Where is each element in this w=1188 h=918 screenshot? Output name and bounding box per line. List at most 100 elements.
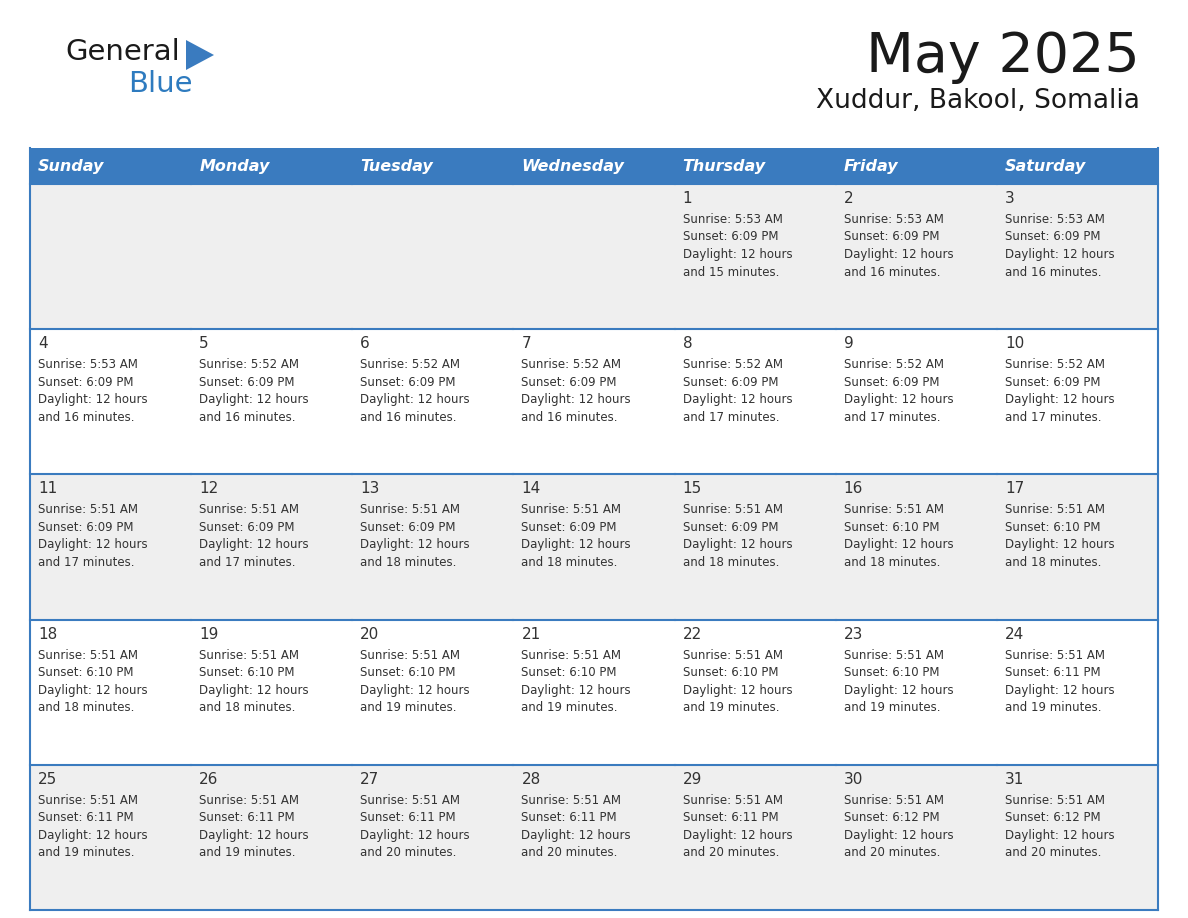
Text: Daylight: 12 hours: Daylight: 12 hours: [38, 829, 147, 842]
Text: Daylight: 12 hours: Daylight: 12 hours: [522, 829, 631, 842]
Text: Sunset: 6:09 PM: Sunset: 6:09 PM: [200, 521, 295, 534]
Text: 16: 16: [843, 481, 864, 497]
Text: 22: 22: [683, 627, 702, 642]
Text: Sunrise: 5:51 AM: Sunrise: 5:51 AM: [200, 649, 299, 662]
Text: and 20 minutes.: and 20 minutes.: [360, 846, 456, 859]
Text: and 20 minutes.: and 20 minutes.: [1005, 846, 1101, 859]
Text: Sunset: 6:09 PM: Sunset: 6:09 PM: [1005, 230, 1100, 243]
Text: Daylight: 12 hours: Daylight: 12 hours: [38, 684, 147, 697]
Bar: [835, 184, 997, 330]
Text: Sunset: 6:09 PM: Sunset: 6:09 PM: [683, 521, 778, 534]
Text: and 17 minutes.: and 17 minutes.: [843, 410, 940, 424]
Bar: [835, 620, 997, 765]
Bar: [513, 184, 675, 330]
Text: Sunset: 6:11 PM: Sunset: 6:11 PM: [38, 812, 134, 824]
Text: 3: 3: [1005, 191, 1015, 206]
Text: Thursday: Thursday: [683, 159, 766, 174]
Text: and 16 minutes.: and 16 minutes.: [522, 410, 618, 424]
Bar: [30, 765, 191, 910]
Text: Sunset: 6:09 PM: Sunset: 6:09 PM: [38, 375, 133, 388]
Text: 14: 14: [522, 481, 541, 497]
Text: and 20 minutes.: and 20 minutes.: [522, 846, 618, 859]
Text: Daylight: 12 hours: Daylight: 12 hours: [683, 393, 792, 406]
Text: Sunrise: 5:51 AM: Sunrise: 5:51 AM: [200, 794, 299, 807]
Text: and 16 minutes.: and 16 minutes.: [843, 265, 940, 278]
Text: Daylight: 12 hours: Daylight: 12 hours: [1005, 829, 1114, 842]
Text: 8: 8: [683, 336, 693, 352]
Text: Sunrise: 5:53 AM: Sunrise: 5:53 AM: [38, 358, 138, 371]
Text: 15: 15: [683, 481, 702, 497]
Text: Sunrise: 5:51 AM: Sunrise: 5:51 AM: [38, 649, 138, 662]
Bar: [997, 184, 1158, 330]
Text: Sunset: 6:09 PM: Sunset: 6:09 PM: [683, 375, 778, 388]
Text: Sunset: 6:09 PM: Sunset: 6:09 PM: [843, 375, 940, 388]
Bar: [675, 330, 835, 475]
Text: Daylight: 12 hours: Daylight: 12 hours: [360, 684, 470, 697]
Text: Sunrise: 5:51 AM: Sunrise: 5:51 AM: [1005, 649, 1105, 662]
Text: Sunrise: 5:51 AM: Sunrise: 5:51 AM: [1005, 503, 1105, 517]
Text: Sunrise: 5:52 AM: Sunrise: 5:52 AM: [200, 358, 299, 371]
Bar: [513, 148, 675, 184]
Text: Sunrise: 5:51 AM: Sunrise: 5:51 AM: [843, 649, 943, 662]
Text: Sunrise: 5:51 AM: Sunrise: 5:51 AM: [683, 503, 783, 517]
Text: Sunrise: 5:52 AM: Sunrise: 5:52 AM: [522, 358, 621, 371]
Text: 5: 5: [200, 336, 209, 352]
Text: Daylight: 12 hours: Daylight: 12 hours: [683, 538, 792, 552]
Text: 25: 25: [38, 772, 57, 787]
Text: 19: 19: [200, 627, 219, 642]
Text: Sunrise: 5:51 AM: Sunrise: 5:51 AM: [522, 794, 621, 807]
Text: Daylight: 12 hours: Daylight: 12 hours: [683, 829, 792, 842]
Text: Sunrise: 5:51 AM: Sunrise: 5:51 AM: [843, 794, 943, 807]
Polygon shape: [187, 40, 214, 70]
Text: Daylight: 12 hours: Daylight: 12 hours: [843, 684, 954, 697]
Text: and 20 minutes.: and 20 minutes.: [683, 846, 779, 859]
Text: Sunset: 6:12 PM: Sunset: 6:12 PM: [843, 812, 940, 824]
Text: Sunset: 6:10 PM: Sunset: 6:10 PM: [843, 666, 940, 679]
Text: Sunrise: 5:53 AM: Sunrise: 5:53 AM: [683, 213, 783, 226]
Text: Sunset: 6:10 PM: Sunset: 6:10 PM: [360, 666, 456, 679]
Text: Sunset: 6:09 PM: Sunset: 6:09 PM: [683, 230, 778, 243]
Text: 17: 17: [1005, 481, 1024, 497]
Text: Daylight: 12 hours: Daylight: 12 hours: [38, 393, 147, 406]
Bar: [353, 475, 513, 620]
Text: Daylight: 12 hours: Daylight: 12 hours: [1005, 684, 1114, 697]
Text: Daylight: 12 hours: Daylight: 12 hours: [522, 393, 631, 406]
Text: 21: 21: [522, 627, 541, 642]
Text: 28: 28: [522, 772, 541, 787]
Bar: [835, 475, 997, 620]
Bar: [353, 620, 513, 765]
Bar: [353, 765, 513, 910]
Text: and 17 minutes.: and 17 minutes.: [200, 556, 296, 569]
Text: Daylight: 12 hours: Daylight: 12 hours: [200, 829, 309, 842]
Text: and 17 minutes.: and 17 minutes.: [1005, 410, 1101, 424]
Text: Sunrise: 5:51 AM: Sunrise: 5:51 AM: [522, 503, 621, 517]
Bar: [675, 184, 835, 330]
Text: and 16 minutes.: and 16 minutes.: [200, 410, 296, 424]
Text: Daylight: 12 hours: Daylight: 12 hours: [38, 538, 147, 552]
Bar: [191, 620, 353, 765]
Text: 6: 6: [360, 336, 371, 352]
Text: General: General: [65, 38, 179, 66]
Text: Sunset: 6:09 PM: Sunset: 6:09 PM: [200, 375, 295, 388]
Text: Daylight: 12 hours: Daylight: 12 hours: [200, 538, 309, 552]
Text: Friday: Friday: [843, 159, 898, 174]
Bar: [513, 620, 675, 765]
Bar: [513, 330, 675, 475]
Bar: [997, 475, 1158, 620]
Text: Sunrise: 5:52 AM: Sunrise: 5:52 AM: [360, 358, 460, 371]
Text: 23: 23: [843, 627, 864, 642]
Text: Sunset: 6:10 PM: Sunset: 6:10 PM: [843, 521, 940, 534]
Text: 4: 4: [38, 336, 48, 352]
Bar: [191, 765, 353, 910]
Text: Sunset: 6:11 PM: Sunset: 6:11 PM: [200, 812, 295, 824]
Text: 7: 7: [522, 336, 531, 352]
Text: Sunday: Sunday: [38, 159, 105, 174]
Text: Sunrise: 5:51 AM: Sunrise: 5:51 AM: [360, 503, 460, 517]
Text: and 19 minutes.: and 19 minutes.: [522, 701, 618, 714]
Text: and 19 minutes.: and 19 minutes.: [200, 846, 296, 859]
Bar: [835, 765, 997, 910]
Text: Daylight: 12 hours: Daylight: 12 hours: [200, 684, 309, 697]
Bar: [30, 475, 191, 620]
Text: Sunrise: 5:53 AM: Sunrise: 5:53 AM: [1005, 213, 1105, 226]
Text: and 18 minutes.: and 18 minutes.: [1005, 556, 1101, 569]
